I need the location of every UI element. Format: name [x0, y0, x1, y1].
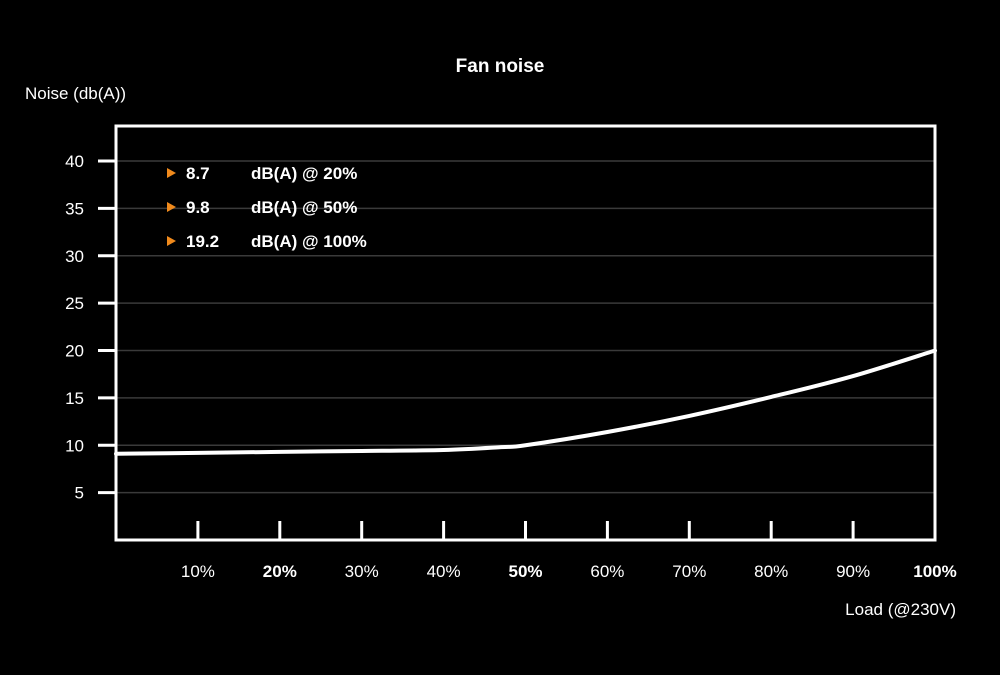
x-tick-label: 20% — [263, 562, 297, 581]
annotation-item: 8.7 dB(A) @ 20% — [167, 164, 357, 183]
annotations: 8.7 dB(A) @ 20% 9.8 dB(A) @ 50% 19.2 dB(A) @ … — [167, 164, 367, 251]
annotation-text: dB(A) @ 50% — [251, 198, 357, 217]
y-tick-label: 10 — [65, 436, 84, 455]
x-axis-label: Load (@230V) — [845, 600, 956, 619]
x-tick-label: 30% — [345, 562, 379, 581]
triangle-marker-icon — [167, 236, 176, 246]
annotation-value: 8.7 — [186, 164, 210, 183]
x-tick-label: 90% — [836, 562, 870, 581]
y-tick-label: 40 — [65, 152, 84, 171]
y-tick-label: 15 — [65, 389, 84, 408]
annotation-text: dB(A) @ 100% — [251, 232, 367, 251]
annotation-value: 9.8 — [186, 198, 210, 217]
x-tick-label: 10% — [181, 562, 215, 581]
y-tick-label: 5 — [75, 484, 84, 503]
y-axis-label: Noise (db(A)) — [25, 84, 126, 103]
grid-lines — [116, 160, 935, 494]
chart-title: Fan noise — [456, 56, 545, 77]
noise-curve — [114, 348, 937, 456]
x-tick-label: 70% — [672, 562, 706, 581]
x-tick-label: 50% — [508, 562, 542, 581]
y-tick-label: 20 — [65, 342, 84, 361]
plot-frame — [114, 124, 937, 542]
y-axis-ticks: 5 10 15 20 25 30 35 40 — [65, 152, 116, 503]
x-tick-label: 100% — [913, 562, 956, 581]
triangle-marker-icon — [167, 202, 176, 212]
x-axis-ticks: 10% 20% 30% 40% 50% 60% 70% 80% 90% 100% — [181, 521, 957, 581]
x-tick-label: 40% — [427, 562, 461, 581]
x-tick-label: 80% — [754, 562, 788, 581]
y-tick-label: 35 — [65, 199, 84, 218]
y-tick-label: 30 — [65, 247, 84, 266]
annotation-item: 9.8 dB(A) @ 50% — [167, 198, 357, 217]
annotation-item: 19.2 dB(A) @ 100% — [167, 232, 367, 251]
triangle-marker-icon — [167, 168, 176, 178]
y-tick-label: 25 — [65, 294, 84, 313]
annotation-text: dB(A) @ 20% — [251, 164, 357, 183]
x-tick-label: 60% — [590, 562, 624, 581]
annotation-value: 19.2 — [186, 232, 219, 251]
